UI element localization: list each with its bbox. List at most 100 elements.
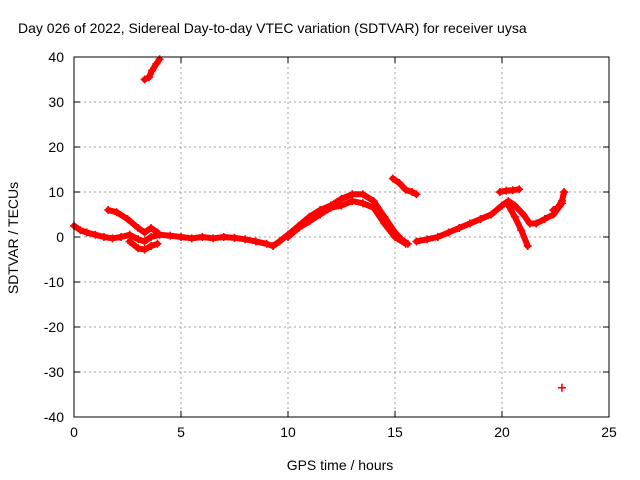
data-point: [515, 185, 524, 194]
data-point: [388, 174, 397, 183]
y-tick-label: 0: [56, 229, 64, 245]
data-point: [140, 75, 149, 84]
data-point: [504, 201, 513, 210]
data-point: [166, 231, 175, 240]
data-point: [230, 233, 239, 242]
data-point: [369, 203, 378, 212]
y-tick-label: 20: [48, 139, 64, 155]
x-tick-label: 20: [494, 424, 510, 440]
series-arc-high-start: [140, 55, 164, 84]
data-point: [147, 224, 156, 232]
data-point: [241, 235, 250, 244]
data-point: [144, 73, 153, 82]
data-point: [140, 245, 149, 254]
data-point: [444, 228, 453, 237]
x-tick-label: 15: [387, 424, 403, 440]
data-point: [560, 188, 569, 196]
data-point: [123, 215, 132, 223]
data-point: [348, 197, 357, 205]
data-point: [391, 233, 399, 241]
series-arc-15h: [388, 174, 421, 199]
data-point: [348, 190, 357, 199]
data-point: [219, 233, 228, 241]
y-tick-label: -30: [44, 364, 64, 380]
data-point: [401, 239, 410, 248]
x-tick-label: 0: [70, 424, 78, 440]
x-tick-label: 5: [177, 424, 185, 440]
data-point: [147, 233, 156, 241]
data-point: [275, 237, 284, 246]
y-tick-label: 10: [48, 184, 64, 200]
x-axis-label: GPS time / hours: [287, 457, 394, 473]
data-point: [337, 194, 346, 203]
data-point: [134, 224, 143, 232]
x-axis-tick-labels: 0 5 10 15 20 25: [70, 424, 617, 440]
series-point-outlier: [557, 383, 566, 392]
y-tick-label: 40: [48, 49, 64, 65]
data-point: [369, 197, 378, 205]
data-point: [147, 242, 156, 250]
data-point: [508, 186, 517, 195]
data-point: [510, 212, 519, 221]
series-arc-20h-short: [495, 185, 524, 196]
data-point: [117, 233, 126, 241]
data-point: [549, 206, 558, 214]
data-point: [125, 237, 134, 246]
data-point: [148, 66, 157, 75]
data-point: [284, 233, 292, 241]
chart-title: Day 026 of 2022, Sidereal Day-to-day VTE…: [18, 20, 527, 36]
data-point: [82, 228, 91, 237]
data-point: [140, 237, 149, 246]
data-point: [495, 188, 504, 196]
data-point: [152, 59, 161, 68]
data-point: [112, 208, 121, 217]
y-tick-label: -20: [44, 319, 64, 335]
data-point: [337, 201, 346, 210]
data-point: [408, 188, 417, 196]
data-point: [412, 237, 421, 246]
data-point: [517, 226, 526, 235]
data-point: [326, 203, 335, 212]
data-point: [134, 244, 143, 253]
data-point: [557, 383, 566, 392]
data-point: [91, 230, 100, 239]
data-point: [523, 242, 532, 250]
series-arc-main-2-drop: [504, 201, 532, 250]
data-point: [557, 197, 566, 205]
y-axis-label: SDTVAR / TECUs: [5, 182, 21, 294]
plot-area: [70, 55, 569, 392]
data-point: [262, 239, 271, 248]
data-point: [412, 190, 421, 199]
data-point: [134, 235, 143, 244]
data-point: [108, 234, 117, 243]
series-arc-early-dip: [125, 237, 162, 254]
series-arc-main-2: [412, 197, 566, 246]
data-point: [76, 226, 85, 235]
y-axis-tick-labels: -40 -30 -20 -10 0 10 20 30 40: [44, 49, 64, 425]
y-tick-label: -10: [44, 274, 64, 290]
data-point: [316, 210, 325, 219]
data-point: [401, 185, 410, 194]
data-point: [553, 203, 562, 212]
data-point: [177, 233, 185, 241]
data-point: [305, 217, 314, 226]
data-point: [251, 237, 260, 246]
data-point: [104, 206, 113, 214]
data-point: [99, 233, 108, 241]
x-tick-label: 25: [601, 424, 617, 440]
data-point: [395, 179, 404, 187]
data-point: [209, 234, 218, 243]
x-tick-label: 10: [280, 424, 296, 440]
data-point: [540, 215, 549, 223]
data-point: [269, 242, 278, 250]
data-point: [465, 219, 474, 228]
data-point: [198, 233, 207, 241]
data-point: [476, 215, 485, 223]
series-arc-main-1-spread: [284, 197, 410, 248]
data-point: [532, 219, 541, 228]
axis-ticks: [73, 56, 610, 418]
series-line: [105, 207, 161, 236]
series-line: [505, 202, 531, 249]
data-point: [294, 224, 303, 232]
